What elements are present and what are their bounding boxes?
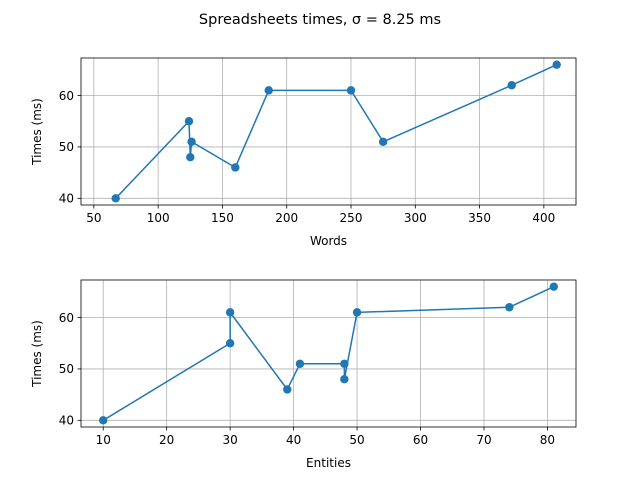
data-point-6 [346, 86, 356, 95]
data-point-5 [264, 86, 273, 95]
y-tick-label-2: 60 [59, 311, 74, 325]
data-point-2 [186, 152, 195, 162]
x-tick-label-1: 100 [147, 211, 170, 225]
axes-frame [80, 279, 577, 428]
x-tick-label-7: 400 [532, 211, 555, 225]
x-tick-label-3: 200 [275, 211, 298, 225]
x-tick-label-4: 250 [340, 211, 363, 225]
y-tick-label-2: 60 [59, 89, 74, 103]
data-point-7 [352, 308, 362, 317]
series-line-0 [115, 63, 558, 199]
data-point-8 [507, 81, 516, 90]
x-tick-label-5: 60 [413, 433, 428, 447]
data-point-3 [283, 385, 292, 394]
data-point-4 [295, 359, 305, 368]
data-point-1 [184, 117, 194, 126]
data-point-2 [225, 308, 235, 317]
x-tick-label-2: 150 [211, 211, 234, 225]
y-axis-label: Times (ms) [30, 98, 44, 166]
x-tick-label-5: 300 [404, 211, 427, 225]
subplot-2: 10 20 30 40 50 60 70 80 40 50 60 Entities Times (ms) [30, 279, 577, 470]
data-point-5 [340, 359, 349, 368]
data-point-8 [505, 303, 514, 312]
y-tick-label-1: 50 [59, 140, 74, 154]
series-line-0 [102, 285, 555, 421]
data-point-9 [549, 282, 558, 291]
x-tick-label-7: 80 [540, 433, 555, 447]
subplot-1: 50 100 150 200 250 300 350 400 40 50 60 Words Times … [30, 57, 577, 248]
data-point-6 [340, 374, 349, 384]
data-point-1 [225, 339, 235, 348]
data-point-0 [111, 194, 120, 203]
x-tick-label-0: 10 [96, 433, 111, 447]
x-tick-label-0: 50 [86, 211, 101, 225]
x-tick-label-2: 30 [222, 433, 237, 447]
x-tick-label-6: 70 [476, 433, 491, 447]
x-axis-label: Entities [306, 456, 351, 470]
figure-title: Spreadsheets times, σ = 8.25 ms [199, 12, 441, 28]
data-point-9 [552, 60, 561, 69]
x-axis-label: Words [310, 234, 347, 248]
data-point-7 [378, 137, 388, 146]
y-axis-label: Times (ms) [30, 320, 44, 388]
y-tick-label-0: 40 [59, 192, 74, 206]
x-tick-label-1: 20 [159, 433, 174, 447]
data-point-4 [231, 163, 240, 172]
axes-frame [80, 57, 577, 206]
x-tick-label-6: 350 [468, 211, 491, 225]
y-tick-label-1: 50 [59, 362, 74, 376]
y-tick-label-0: 40 [59, 414, 74, 428]
data-point-3 [187, 137, 196, 146]
x-tick-label-4: 50 [349, 433, 364, 447]
data-point-0 [99, 416, 108, 425]
x-tick-label-3: 40 [286, 433, 301, 447]
